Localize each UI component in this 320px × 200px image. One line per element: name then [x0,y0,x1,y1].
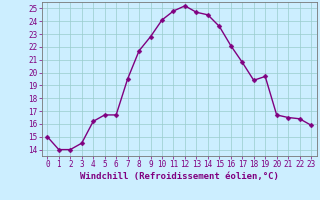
X-axis label: Windchill (Refroidissement éolien,°C): Windchill (Refroidissement éolien,°C) [80,172,279,181]
